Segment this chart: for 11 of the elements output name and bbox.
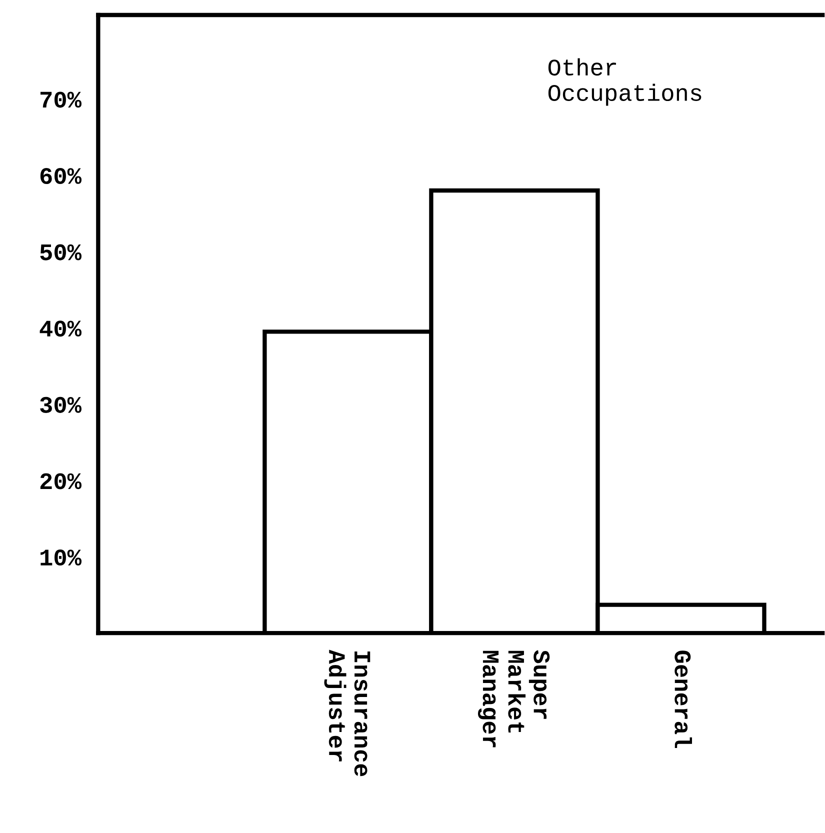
y-tick-label: 20% [40,473,82,490]
y-tick-label: 60% [40,168,82,184]
x-tick-label: General [674,650,692,748]
x-tick-label: Insurance Adjuster [324,650,370,776]
x-tick-label: Super Market Manager [478,650,550,748]
y-tick-label: 10% [40,550,82,566]
y-tick-label: 70% [40,92,82,108]
y-tick-label: 40% [40,320,82,337]
y-tick-label: 50% [40,244,82,260]
y-tick-label: 30% [40,396,82,413]
annotation: Other Occupations [548,58,702,106]
